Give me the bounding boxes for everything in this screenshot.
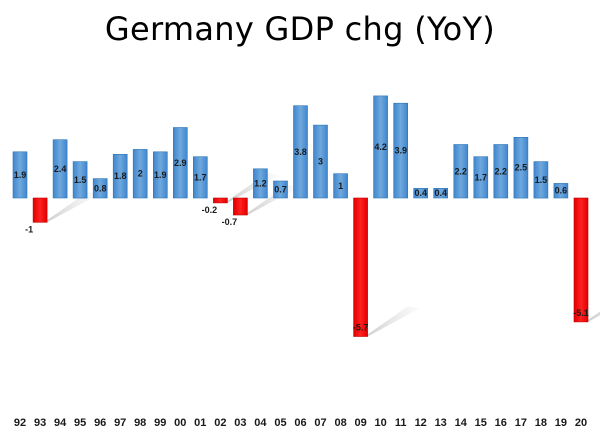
data-label-08: 1 [338,181,343,191]
bar-98 [132,149,148,199]
x-tick-labels-group: 92 93 94 95 96 97 98 99 00 01 02 03 04 05 06 07 08 09 10 11… [14,417,587,429]
bar-19 [553,183,569,199]
bar-shadow-09 [367,306,420,337]
data-label-09: -5.7 [353,323,369,333]
data-label-97: 1.8 [114,171,127,181]
data-label-20: -5.1 [573,308,589,318]
bar-18 [533,161,549,199]
x-tick-11: 11 [395,417,407,429]
x-tick-00: 00 [174,417,186,429]
data-label-02: -0.2 [202,205,218,215]
bar-02 [213,197,228,204]
x-tick-95: 95 [74,417,86,429]
bar-11 [393,102,409,199]
x-tick-05: 05 [274,417,286,429]
data-labels-group: 1.9 -1 2.4 1.5 0.8 1.8 2 1.9 2.9 1.7 -0.2 -0.7 1.2 0.… [14,142,589,333]
x-tick-08: 08 [334,417,346,429]
data-label-96: 0.8 [94,183,107,193]
bar-00 [173,127,188,199]
data-label-01: 1.7 [194,172,207,182]
x-tick-17: 17 [515,417,527,429]
bar-07 [313,124,328,199]
x-tick-16: 16 [495,417,507,429]
x-tick-99: 99 [154,417,166,429]
x-tick-01: 01 [194,417,206,429]
x-tick-96: 96 [94,417,106,429]
bar-17 [513,137,529,199]
bar-94 [52,139,68,199]
x-tick-09: 09 [354,417,366,429]
bar-92 [12,151,28,199]
x-tick-14: 14 [455,417,468,429]
x-tick-97: 97 [114,417,126,429]
bar-05 [273,180,288,199]
data-label-03: -0.7 [222,217,238,227]
data-label-18: 1.5 [535,175,548,185]
x-tick-94: 94 [54,417,67,429]
bar-09 [353,197,368,337]
x-tick-19: 19 [555,417,567,429]
data-label-15: 1.7 [475,172,488,182]
bar-99 [153,151,168,199]
x-tick-15: 15 [475,417,487,429]
x-tick-10: 10 [374,417,386,429]
data-label-04: 1.2 [254,178,267,188]
data-label-94: 2.4 [54,164,67,174]
bar-15 [473,156,489,199]
data-label-92: 1.9 [14,170,27,180]
data-label-99: 1.9 [154,170,167,180]
data-label-07: 3 [318,157,323,167]
bar-96 [92,178,108,199]
data-label-10: 4.2 [374,142,387,152]
data-label-17: 2.5 [515,163,528,173]
bar-95 [72,161,88,199]
x-tick-20: 20 [575,417,587,429]
bar-03 [233,197,248,216]
bar-04 [253,168,268,199]
x-tick-07: 07 [314,417,326,429]
bar-93 [32,197,48,223]
data-label-95: 1.5 [74,175,87,185]
x-tick-06: 06 [294,417,306,429]
x-tick-03: 03 [234,417,246,429]
bar-12 [413,188,429,199]
x-tick-13: 13 [435,417,447,429]
data-label-98: 2 [138,169,143,179]
bar-shadow-20 [587,311,600,322]
data-label-16: 2.2 [495,166,508,176]
x-tick-92: 92 [14,417,26,429]
bar-20 [573,197,589,323]
bar-16 [493,144,509,199]
x-tick-02: 02 [214,417,226,429]
data-label-05: 0.7 [274,185,287,195]
bar-08 [333,173,348,199]
x-tick-04: 04 [254,417,267,429]
data-label-19: 0.6 [555,186,568,196]
data-label-12: 0.4 [414,188,427,198]
bars-group [12,95,589,337]
bar-13 [433,188,449,199]
bar-shadow-93 [47,192,100,223]
data-label-06: 3.8 [294,147,307,157]
data-label-93: -1 [25,224,33,234]
data-label-13: 0.4 [434,188,447,198]
bar-06 [293,105,308,199]
x-tick-18: 18 [535,417,547,429]
data-label-14: 2.2 [455,166,468,176]
bar-97 [112,154,128,199]
bar-14 [453,144,469,199]
bar-01 [193,156,208,199]
x-tick-98: 98 [134,417,146,429]
bar-10 [373,95,388,199]
data-label-11: 3.9 [394,146,407,156]
chart-title: Germany GDP chg (YoY) [104,10,496,48]
data-label-00: 2.9 [174,158,187,168]
x-tick-12: 12 [415,417,427,429]
x-tick-93: 93 [34,417,46,429]
